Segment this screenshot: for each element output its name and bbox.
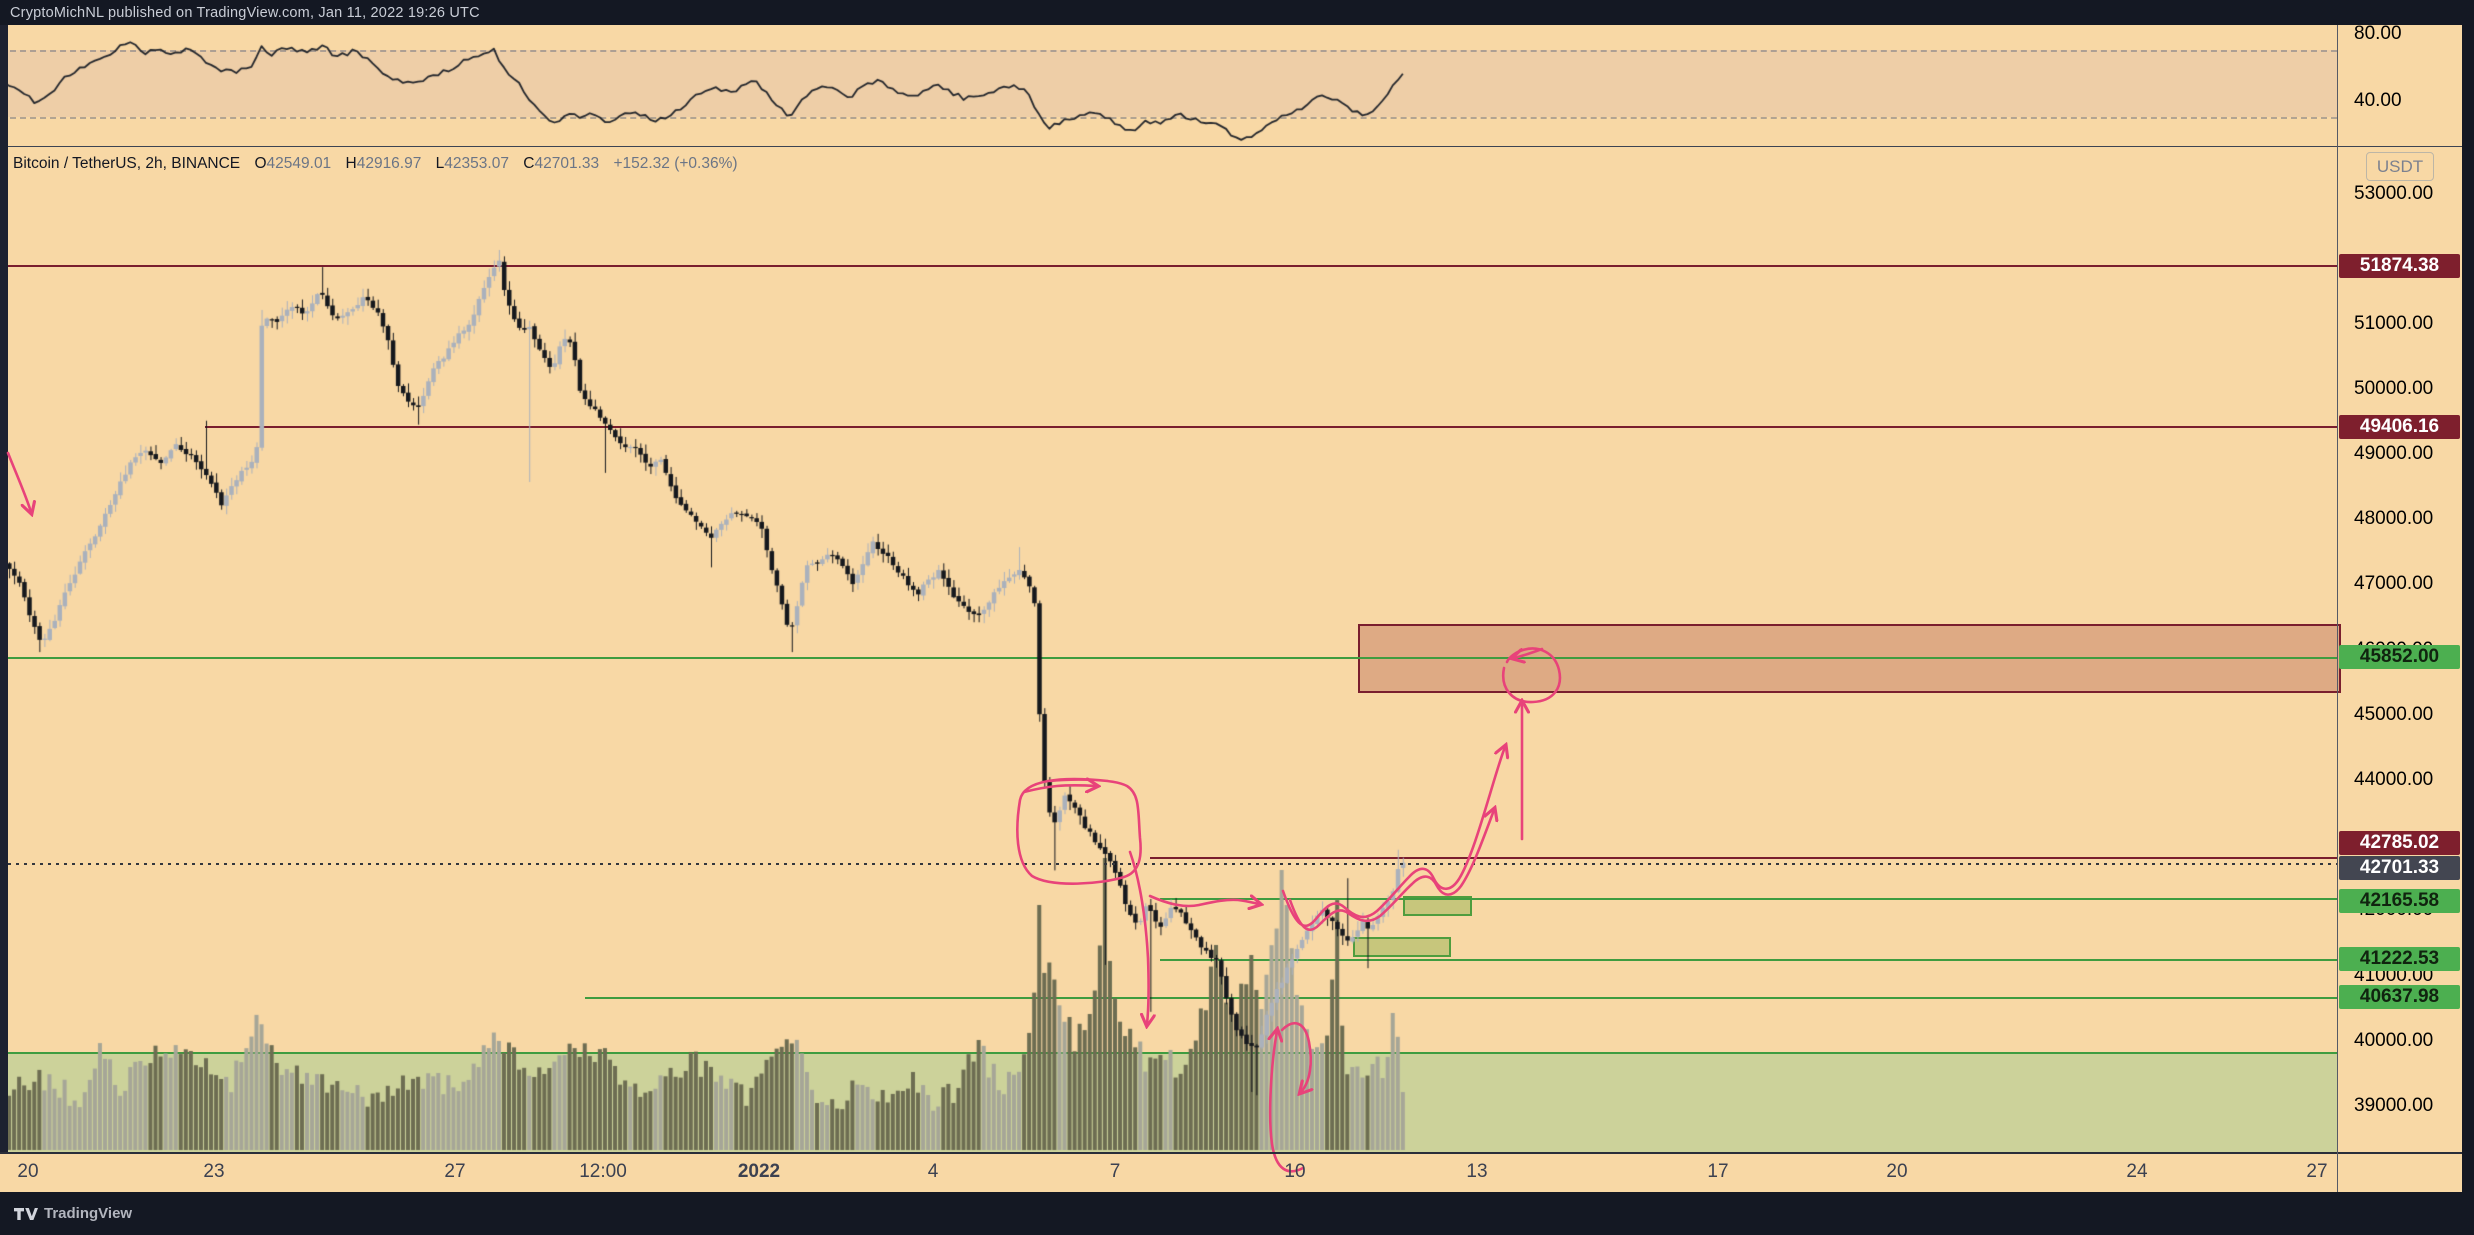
price-label-green: 41222.53 bbox=[2339, 947, 2460, 971]
ohlc-high-label: H bbox=[345, 155, 357, 172]
publish-header-bar: CryptoMichNL published on TradingView.co… bbox=[0, 0, 2474, 25]
price-tick: 44000.00 bbox=[2354, 769, 2434, 790]
pane-separator[interactable] bbox=[0, 146, 2474, 147]
ohlc-low-value: 42353.07 bbox=[444, 155, 509, 172]
price-tick: 45000.00 bbox=[2354, 704, 2434, 725]
price-tick: 53000.00 bbox=[2354, 183, 2434, 204]
ohlc-open-value: 42549.01 bbox=[266, 155, 332, 172]
price-tick: 40000.00 bbox=[2354, 1030, 2434, 1051]
ohlc-open-label: O bbox=[254, 155, 267, 172]
time-label: 20 bbox=[1886, 1161, 1908, 1182]
price-label-maroon: 49406.16 bbox=[2339, 415, 2460, 439]
ohlc-high-value: 42916.97 bbox=[356, 155, 422, 172]
time-label: 10 bbox=[1284, 1161, 1306, 1182]
tradingview-logo[interactable]: TradingView bbox=[14, 1205, 132, 1222]
price-tick: 49000.00 bbox=[2354, 443, 2434, 464]
time-label: 27 bbox=[2306, 1161, 2328, 1182]
left-edge-strip bbox=[0, 25, 8, 1152]
price-tick: 50000.00 bbox=[2354, 378, 2434, 399]
time-label: 23 bbox=[203, 1161, 225, 1182]
time-label: 24 bbox=[2126, 1161, 2148, 1182]
currency-badge[interactable]: USDT bbox=[2366, 152, 2434, 181]
time-label: 13 bbox=[1466, 1161, 1488, 1182]
price-tick: 47000.00 bbox=[2354, 573, 2434, 594]
price-label-maroon: 42785.02 bbox=[2339, 831, 2460, 855]
right-edge-strip bbox=[2462, 25, 2474, 1192]
price-label-last: 42701.33 bbox=[2339, 856, 2460, 880]
time-label: 7 bbox=[1109, 1161, 1121, 1182]
tradingview-logo-text: TradingView bbox=[44, 1205, 133, 1222]
publish-attribution: CryptoMichNL published on TradingView.co… bbox=[10, 4, 480, 21]
price-axis[interactable]: USDT 80.00 40.00 53000.00 51000.00 50000.00 4… bbox=[2337, 23, 2474, 1152]
price-tick: 39000.00 bbox=[2354, 1095, 2434, 1116]
ohlc-close-label: C bbox=[523, 155, 535, 172]
tradingview-logo-icon bbox=[14, 1207, 38, 1220]
ohlc-low-label: L bbox=[435, 155, 445, 172]
time-label: 4 bbox=[927, 1161, 939, 1182]
price-label-green: 42165.58 bbox=[2339, 889, 2460, 913]
change-value: +152.32 (+0.36%) bbox=[613, 155, 738, 172]
time-label: 20 bbox=[17, 1161, 39, 1182]
time-axis[interactable]: 20 23 27 12:00 2022 4 7 10 13 17 20 24 27 bbox=[0, 1154, 2337, 1192]
price-label-green: 40637.98 bbox=[2339, 985, 2460, 1009]
price-tick: 51000.00 bbox=[2354, 313, 2434, 334]
price-tick: 40.00 bbox=[2354, 90, 2402, 111]
time-axis-separator bbox=[0, 1152, 2474, 1154]
price-tick: 48000.00 bbox=[2354, 508, 2434, 529]
price-label-maroon: 51874.38 bbox=[2339, 254, 2460, 278]
symbol-title: Bitcoin / TetherUS, 2h, BINANCE bbox=[13, 155, 241, 172]
time-label: 17 bbox=[1707, 1161, 1729, 1182]
ohlc-close-value: 42701.33 bbox=[534, 155, 600, 172]
time-label: 12:00 bbox=[579, 1161, 627, 1182]
price-axis-separator[interactable] bbox=[2337, 25, 2338, 1192]
symbol-legend[interactable]: Bitcoin / TetherUS, 2h, BINANCE O42549.0… bbox=[13, 155, 738, 173]
time-label: 27 bbox=[444, 1161, 466, 1182]
price-tick: 80.00 bbox=[2354, 23, 2402, 44]
time-label: 2022 bbox=[737, 1161, 781, 1182]
last-price-dotted-line bbox=[0, 862, 2337, 865]
price-label-green: 45852.00 bbox=[2339, 645, 2460, 669]
footer-bar: TradingView bbox=[0, 1192, 2474, 1235]
